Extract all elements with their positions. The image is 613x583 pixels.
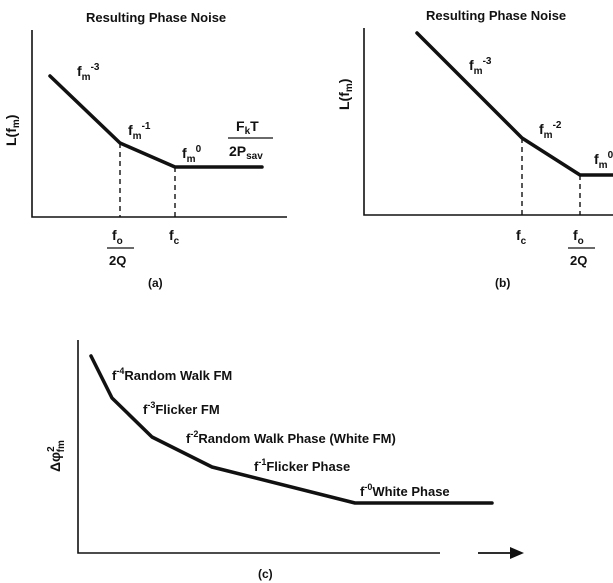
panel-b-caption: (b)	[495, 276, 510, 290]
panel-c-axes	[77, 340, 440, 554]
panel-a-floor-denominator: 2Psav	[229, 143, 263, 162]
panel-a-tick-fo-2q: fo 2Q	[107, 227, 134, 268]
panel-c-term-random-walk-phase: f-2Random Walk Phase (White FM)	[186, 429, 396, 446]
panel-a-tick-fc: fc	[169, 227, 180, 247]
panel-b-tick-fo: fo	[573, 227, 584, 247]
panel-a-floor-numerator: FkT	[236, 118, 259, 137]
panel-c-axis-arrow	[478, 547, 524, 559]
panel-a-slope-fm-1: fm-1	[128, 121, 151, 142]
panel-c-y-label: Δφ2fm	[46, 440, 67, 472]
panel-c-term-flicker-phase: f-1Flicker Phase	[254, 457, 350, 474]
panel-b-noise-curve	[415, 31, 613, 177]
panel-b-tick-2q: 2Q	[570, 253, 587, 268]
panel-b-tick-fc: fc	[516, 227, 527, 247]
panel-a-slope-fm0: fm0	[182, 144, 202, 165]
panel-a-y-label: L(fm)	[3, 115, 22, 146]
panel-a-caption: (a)	[148, 276, 163, 290]
panel-a-floor-fraction: FkT 2Psav	[228, 118, 273, 162]
panel-c-caption: (c)	[258, 567, 273, 581]
panel-b-title: Resulting Phase Noise	[426, 8, 566, 23]
panel-a-axes	[31, 30, 287, 218]
panel-c-arrow-head	[510, 547, 524, 559]
panel-a-slope-fm-3: fm-3	[77, 62, 100, 83]
panel-a-tick-fo: fo	[112, 227, 123, 247]
panel-b: Resulting Phase Noise L(fm) fm-3 fm-2 fm…	[336, 8, 613, 290]
panel-a-noise-curve	[48, 74, 264, 169]
panel-b-slope-fm-2: fm-2	[539, 120, 562, 141]
panel-b-y-label: L(fm)	[336, 79, 355, 110]
panel-a: Resulting Phase Noise L(fm) fm-3 fm-1 fm…	[3, 10, 287, 290]
panel-a-title: Resulting Phase Noise	[86, 10, 226, 25]
panel-b-axes	[363, 28, 613, 216]
panel-c-term-random-walk-fm: f-4Random Walk FM	[112, 366, 232, 383]
panel-a-tick-2q: 2Q	[109, 253, 126, 268]
panel-b-slope-fm-3: fm-3	[469, 56, 492, 77]
panel-c: Δφ2fm f-4Random Walk FM f-3Flicker FM f-…	[46, 340, 524, 581]
panel-b-slope-fm0: fm0	[594, 150, 613, 171]
panel-c-term-flicker-fm: f-3Flicker FM	[143, 400, 220, 417]
panel-c-term-white-phase: f-0White Phase	[360, 482, 450, 499]
panel-c-noise-curve	[89, 354, 494, 505]
panel-b-tick-fo-2q: fo 2Q	[568, 227, 595, 268]
